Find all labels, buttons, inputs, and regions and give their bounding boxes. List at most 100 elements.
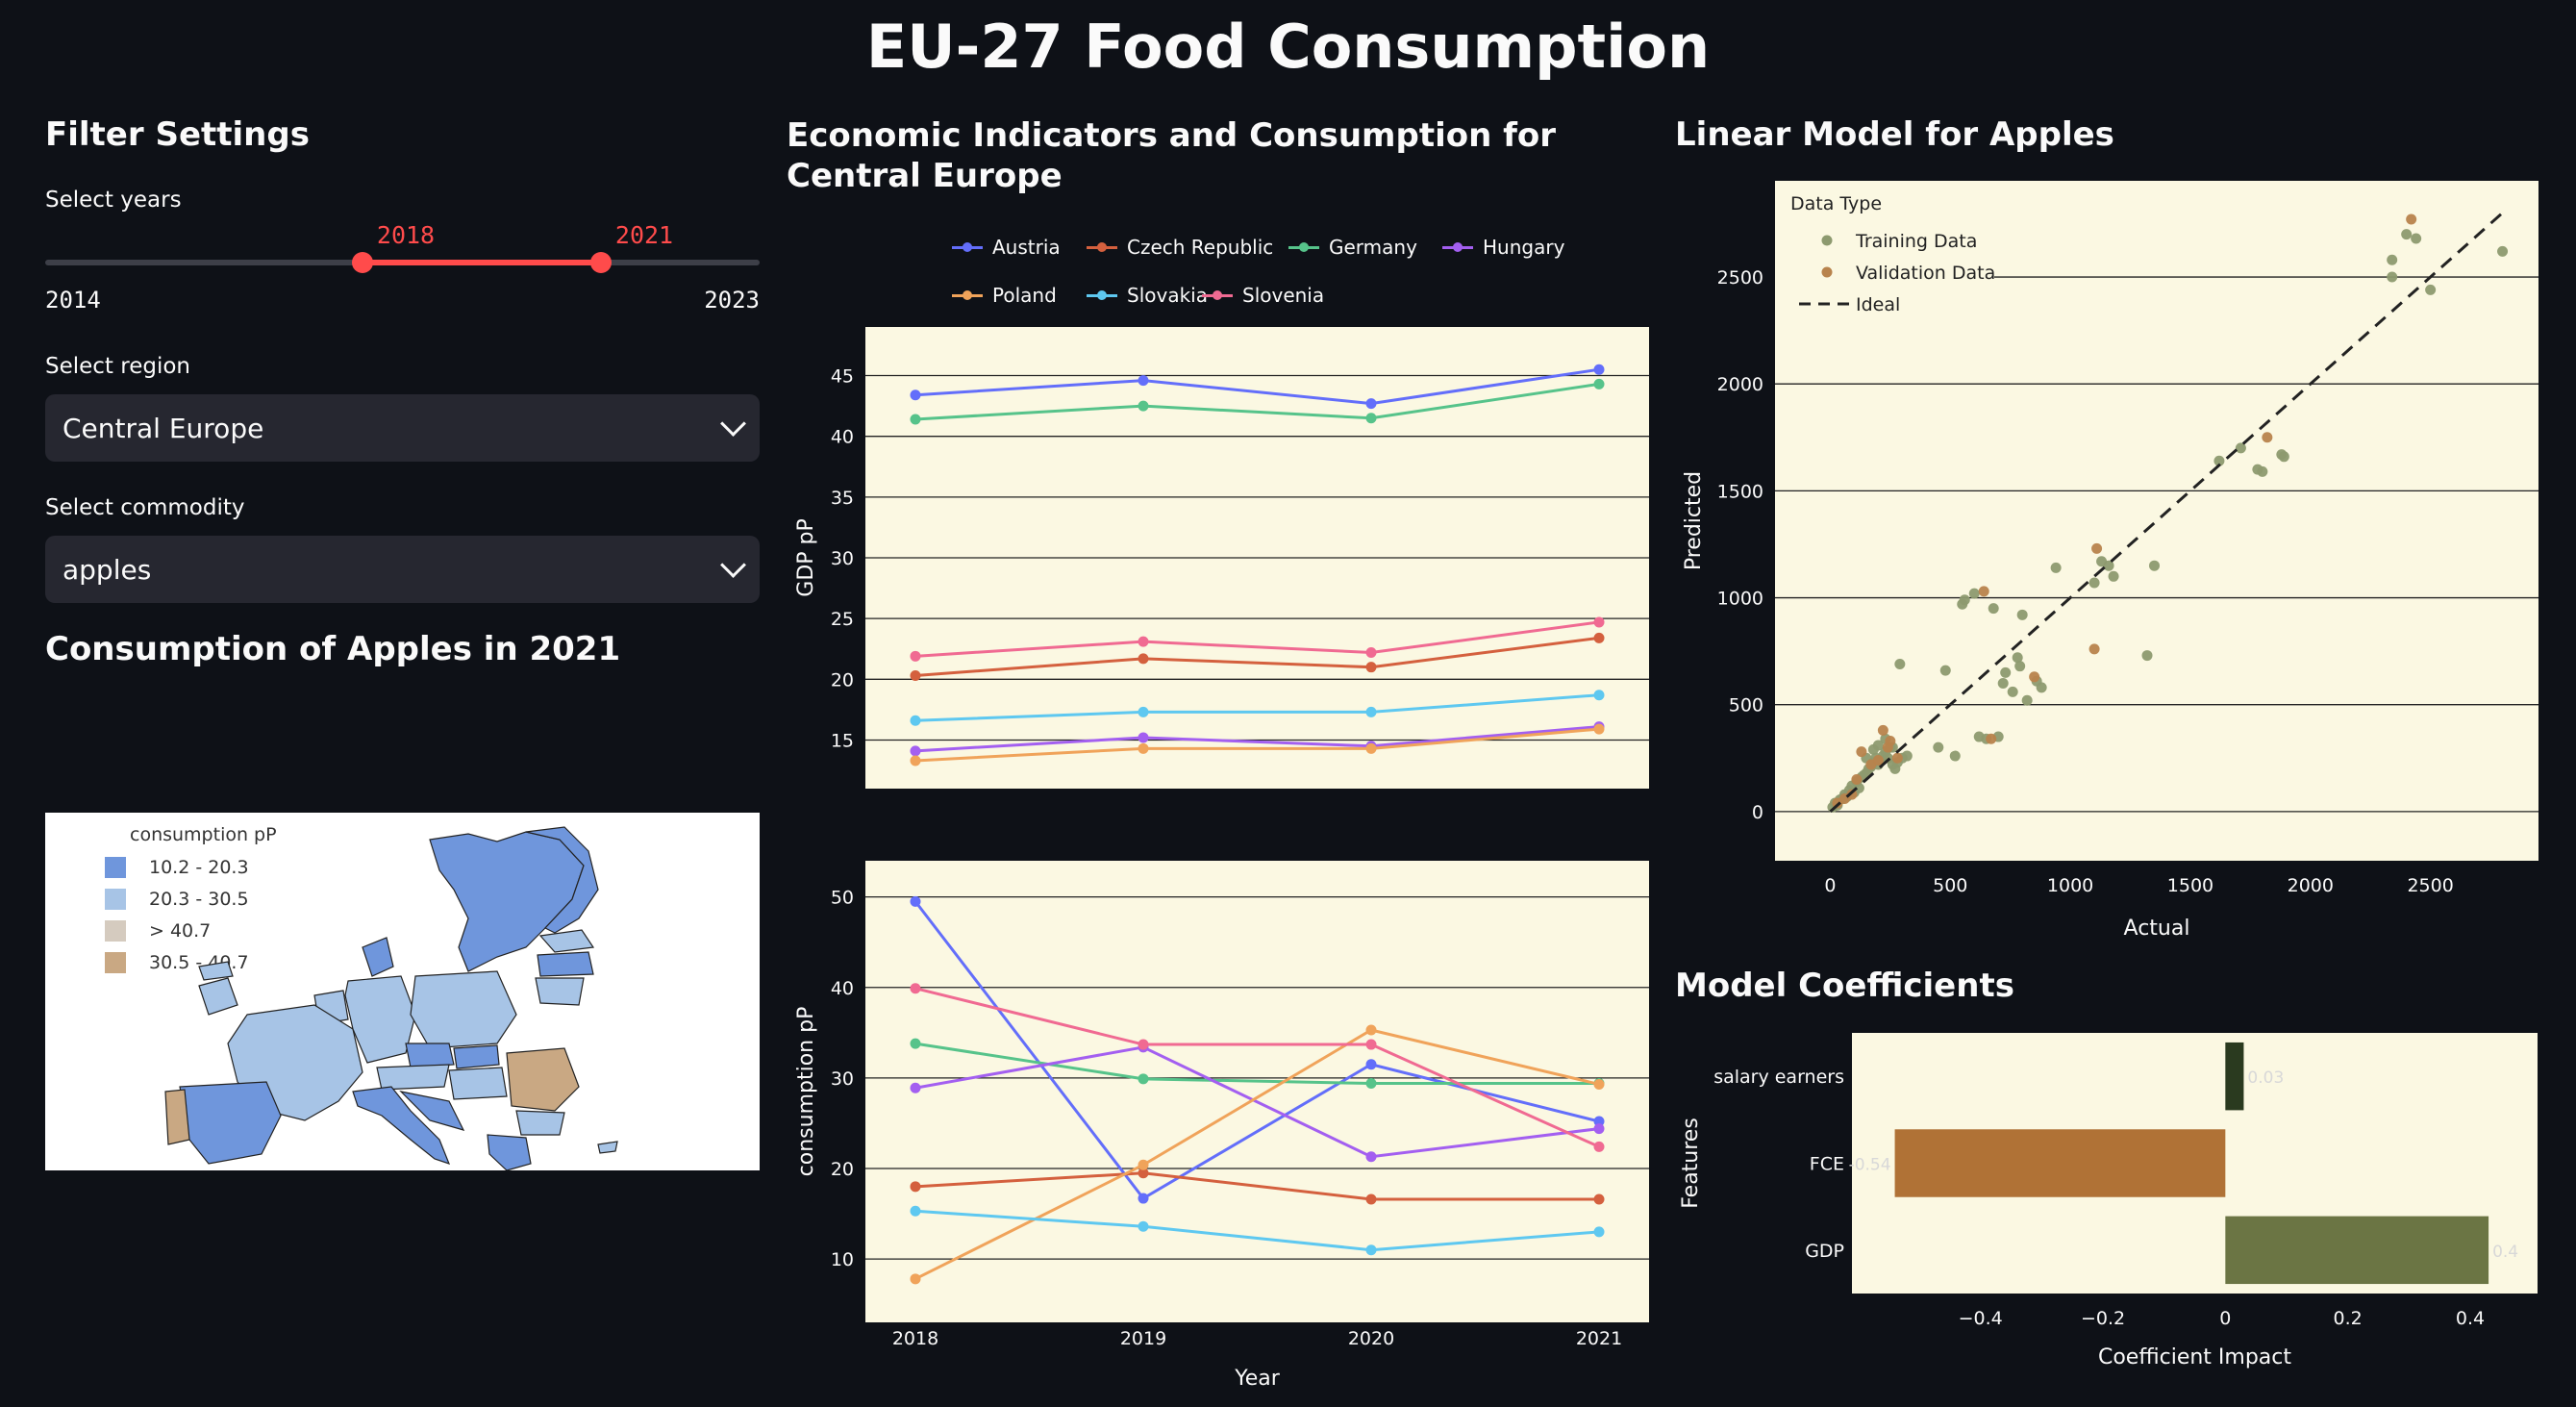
scatter-point — [2029, 671, 2040, 683]
scatter-point — [1851, 774, 1863, 786]
legend-item-slovakia[interactable]: Slovakia — [1087, 284, 1208, 307]
data-point — [1138, 1168, 1149, 1179]
map-legend: 10.2 - 20.3 20.3 - 30.5 > 40.7 30.5 - 40… — [105, 851, 249, 978]
choropleth-map[interactable]: consumption pP 10.2 - 20.3 20.3 - 30.5 >… — [45, 813, 760, 1170]
series-line-germany — [914, 1042, 1599, 1086]
legend-item-hungary[interactable]: Hungary — [1442, 236, 1564, 259]
scatter-point — [2021, 694, 2033, 706]
map-legend-item: > 40.7 — [105, 915, 249, 946]
data-point — [1593, 1141, 1605, 1152]
data-point — [1593, 378, 1605, 389]
scatter-point — [1933, 741, 1944, 753]
region-ireland — [198, 977, 238, 1016]
legend-swatch — [105, 951, 126, 973]
y-tick-label: 45 — [831, 366, 854, 388]
scatter-chart[interactable]: 0 500 1000 1500 2000 2500 0 500 1000 1500 2000 2500… — [1673, 173, 2576, 942]
legend-swatch — [105, 888, 126, 910]
ideal-line — [1829, 212, 2504, 813]
data-point — [1365, 1244, 1377, 1256]
y-tick-label: 30 — [831, 1068, 854, 1090]
y-tick-label: 15 — [831, 730, 854, 751]
legend-marker — [1821, 266, 1833, 278]
x-tick-label: 2018 — [892, 1328, 938, 1349]
category-label: salary earners — [1713, 1067, 1844, 1088]
model-coefficients-heading: Model Coefficients — [1675, 967, 2014, 1005]
region-lithuania — [535, 977, 585, 1006]
year-range-slider[interactable]: 2018 2021 2014 2023 — [45, 216, 760, 314]
data-point — [1365, 398, 1377, 410]
y-axis-label: consumption pP — [794, 1007, 818, 1177]
scatter-point — [2497, 245, 2509, 257]
y-tick-label: 20 — [831, 1159, 854, 1180]
bar-value-label: 0.4 — [2492, 1243, 2518, 1262]
y-tick-label: 50 — [831, 888, 854, 909]
region-select[interactable]: Central Europe — [45, 394, 760, 462]
data-point — [1138, 1073, 1149, 1085]
y-axis-label: GDP pP — [794, 518, 818, 596]
commodity-label: Select commodity — [45, 495, 245, 520]
region-czechia — [405, 1043, 455, 1068]
scatter-point — [1853, 782, 1864, 793]
legend-box — [1775, 181, 1994, 320]
scatter-point — [2050, 562, 2062, 573]
region-poland — [410, 970, 517, 1049]
category-label: GDP — [1805, 1241, 1844, 1262]
region-label: Select region — [45, 354, 191, 379]
data-point — [1138, 400, 1149, 412]
data-point — [1593, 723, 1605, 735]
slider-low-handle[interactable] — [352, 252, 373, 273]
series-legend[interactable]: Austria Czech Republic Germany Hungary P… — [938, 226, 1611, 322]
data-point — [910, 1082, 921, 1093]
scatter-point — [1901, 750, 1913, 762]
scatter-point — [2141, 650, 2153, 662]
data-point — [1138, 1193, 1149, 1204]
commodity-select[interactable]: apples — [45, 536, 760, 603]
category-label: FCE — [1810, 1154, 1844, 1175]
scatter-point — [1885, 735, 1896, 746]
data-point — [1593, 1226, 1605, 1238]
data-point — [1593, 632, 1605, 643]
coefficient-bar-chart[interactable]: salary earners 0.03 FCE -0.54 GDP 0.4 −0.4 −0.2… — [1673, 1024, 2576, 1407]
region-portugal — [164, 1089, 190, 1145]
data-point — [1138, 1220, 1149, 1232]
x-tick-label: 2000 — [2288, 875, 2334, 896]
bar-salary-earners — [2225, 1042, 2244, 1111]
series-line-slovenia — [914, 987, 1600, 1148]
data-point — [910, 1205, 921, 1217]
page-title: EU-27 Food Consumption — [865, 12, 1711, 82]
data-point — [1365, 1024, 1377, 1036]
slider-min-label: 2014 — [45, 287, 101, 314]
scatter-point — [2213, 455, 2225, 466]
data-point — [1365, 413, 1377, 424]
series-line-poland — [914, 1028, 1600, 1281]
scatter-point — [2411, 233, 2422, 244]
bar-FCE — [1894, 1129, 2226, 1197]
data-point — [1365, 706, 1377, 717]
legend-item-slovenia[interactable]: Slovenia — [1202, 284, 1324, 307]
scatter-legend: Data Type Training Data Validation Data Ide… — [1775, 181, 1995, 320]
legend-item-austria[interactable]: Austria — [952, 236, 1061, 259]
europe-map-shapes — [164, 826, 618, 1170]
data-point — [910, 745, 921, 757]
scatter-point — [2387, 271, 2398, 283]
scatter-point — [1894, 658, 1906, 669]
series-line-austria — [914, 367, 1600, 406]
scatter-point — [2016, 609, 2028, 620]
data-point — [1365, 1039, 1377, 1050]
region-slovenia-croatia — [399, 1091, 465, 1131]
legend-label: 10.2 - 20.3 — [149, 856, 249, 878]
x-tick-label: −0.2 — [2081, 1308, 2125, 1329]
data-point — [1138, 706, 1149, 717]
scatter-point — [1872, 755, 1884, 766]
region-latvia — [537, 951, 594, 977]
legend-item-germany[interactable]: Germany — [1288, 236, 1417, 259]
scatter-point — [1872, 740, 1884, 751]
slider-high-handle[interactable] — [590, 252, 612, 273]
scatter-point — [1959, 594, 1970, 606]
scatter-point — [2108, 570, 2119, 582]
region-cyprus — [597, 1141, 618, 1154]
scatter-point — [2262, 432, 2273, 443]
line-charts[interactable]: 15 20 25 30 35 40 45 GDP pP 10 20 30 40 50 consumptio… — [779, 317, 1659, 1404]
legend-item-poland[interactable]: Poland — [952, 284, 1057, 307]
legend-item-czech-republic[interactable]: Czech Republic — [1087, 236, 1273, 259]
